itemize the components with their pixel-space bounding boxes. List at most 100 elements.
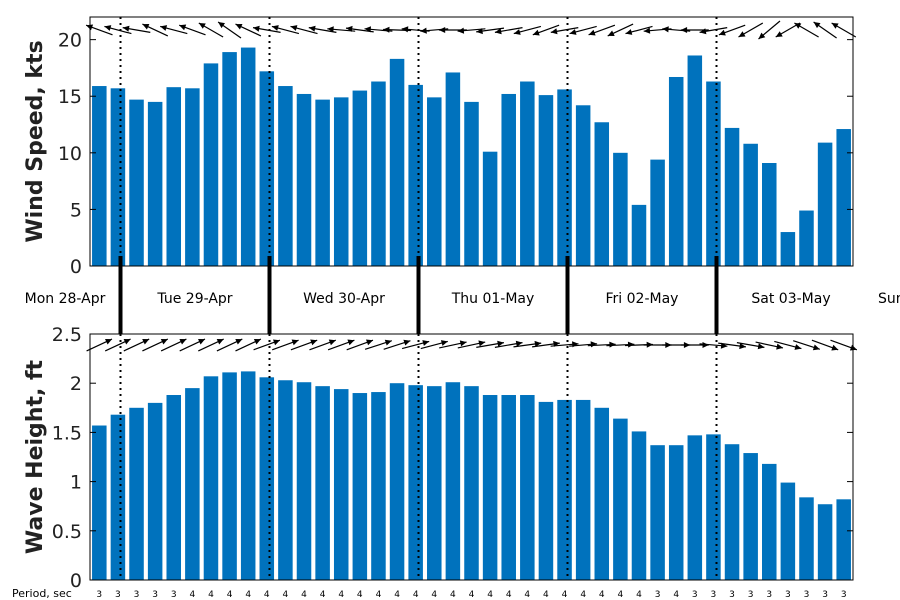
wind-bar [650, 159, 665, 266]
wind-bar [333, 97, 349, 266]
wind-direction-arrow [178, 24, 206, 36]
wind-ytick-label: 15 [58, 86, 82, 108]
wind-direction-arrow [290, 25, 318, 35]
wave-bar [315, 386, 330, 580]
wind-direction-arrow [625, 25, 653, 35]
wave-bar [222, 372, 237, 580]
period-value: 3 [822, 590, 828, 600]
period-value: 4 [543, 590, 549, 600]
wind-direction-arrow [104, 25, 132, 35]
wave-bar [110, 414, 126, 580]
wind-direction-arrow [794, 22, 819, 38]
period-value: 3 [692, 590, 698, 600]
wind-direction-arrow [550, 27, 579, 35]
wave-direction-arrow [327, 339, 355, 351]
wave-direction-arrow [457, 340, 486, 349]
period-value: 3 [785, 590, 791, 600]
wave-direction-arrow [364, 339, 392, 350]
wind-speed-panel: 0 5 10 15 20 Wind Speed, kts [23, 16, 857, 278]
wave-direction-arrow [420, 340, 448, 350]
wave-ytick-label: 2 [70, 373, 82, 395]
wave-bar [538, 401, 554, 580]
wind-direction-arrow [775, 22, 801, 38]
wave-direction-arrow [439, 340, 467, 349]
wind-direction-arrow [235, 23, 262, 37]
period-value: 4 [190, 590, 196, 600]
wind-direction-arrow [85, 24, 113, 36]
wind-direction-arrow [569, 25, 597, 35]
period-value: 4 [487, 590, 493, 600]
wind-ytick-label: 0 [70, 256, 82, 278]
wind-bar [762, 163, 777, 266]
wave-direction-arrow [587, 341, 616, 348]
wave-bar [482, 395, 498, 580]
period-value: 4 [636, 590, 642, 600]
wind-bar [557, 89, 572, 266]
wave-direction-arrow [736, 342, 765, 350]
wind-bar [129, 99, 144, 267]
wave-direction-arrow [86, 338, 113, 352]
day-label: Thu 01-May [451, 291, 535, 307]
wave-direction-arrow [513, 340, 542, 348]
wind-bar [259, 71, 275, 266]
wind-bar [166, 87, 182, 266]
period-value: 4 [431, 590, 437, 600]
period-value: 4 [580, 590, 586, 600]
period-value: 4 [394, 590, 400, 600]
period-value: 4 [450, 590, 456, 600]
wave-bar [501, 395, 516, 580]
wave-direction-arrow [718, 342, 746, 350]
period-value: 3 [655, 590, 661, 600]
wave-bar [836, 499, 851, 580]
period-value: 4 [413, 590, 419, 600]
wave-bar [762, 463, 777, 580]
wave-direction-arrow [104, 338, 131, 352]
wind-ytick-label: 20 [58, 30, 82, 52]
wind-bar [371, 81, 386, 266]
wind-bar [222, 52, 237, 267]
wind-direction-arrow [532, 24, 560, 36]
day-label-strip: Mon 28-Apr Tue 29-Apr Wed 30-Apr Thu 01-May… [25, 256, 900, 334]
period-value: 4 [599, 590, 605, 600]
wave-ytick-label: 0.5 [52, 521, 82, 543]
wave-bar [650, 445, 665, 580]
wind-bar [427, 97, 442, 266]
wave-direction-arrow [290, 339, 318, 351]
wave-bar [240, 371, 256, 580]
wave-direction-arrow [235, 338, 262, 352]
wind-direction-arrow [831, 22, 857, 38]
period-value: 3 [152, 590, 158, 600]
wave-bar [129, 407, 144, 580]
wave-direction-arrow [680, 342, 709, 348]
wave-direction-arrow [476, 340, 505, 348]
period-value: 4 [673, 590, 679, 600]
period-value: 4 [618, 590, 624, 600]
wave-bar [166, 395, 182, 580]
wave-ytick-label: 0 [70, 570, 82, 592]
wave-direction-arrow [198, 338, 224, 352]
period-value: 4 [227, 590, 233, 600]
period-value: 4 [283, 590, 289, 600]
period-value: 4 [524, 590, 530, 600]
wave-bar [259, 377, 275, 580]
wind-bar [687, 55, 703, 267]
wave-bar [203, 376, 219, 580]
wave-bar [408, 385, 423, 580]
wave-ytick-label: 1.5 [52, 422, 82, 444]
wave-bar [371, 392, 386, 580]
wind-bar [147, 101, 163, 266]
period-value: 4 [506, 590, 512, 600]
wave-direction-arrow [346, 339, 374, 351]
wind-bar [594, 122, 610, 266]
wind-bar [408, 84, 423, 266]
wind-bar [278, 86, 293, 266]
wind-bar [92, 86, 107, 266]
wave-direction-arrow [216, 338, 243, 352]
period-value: 4 [469, 590, 475, 600]
wave-direction-arrow [755, 341, 784, 350]
wave-bar [147, 402, 163, 580]
day-label: Sun [878, 291, 900, 307]
wind-ytick-label: 5 [70, 199, 82, 221]
